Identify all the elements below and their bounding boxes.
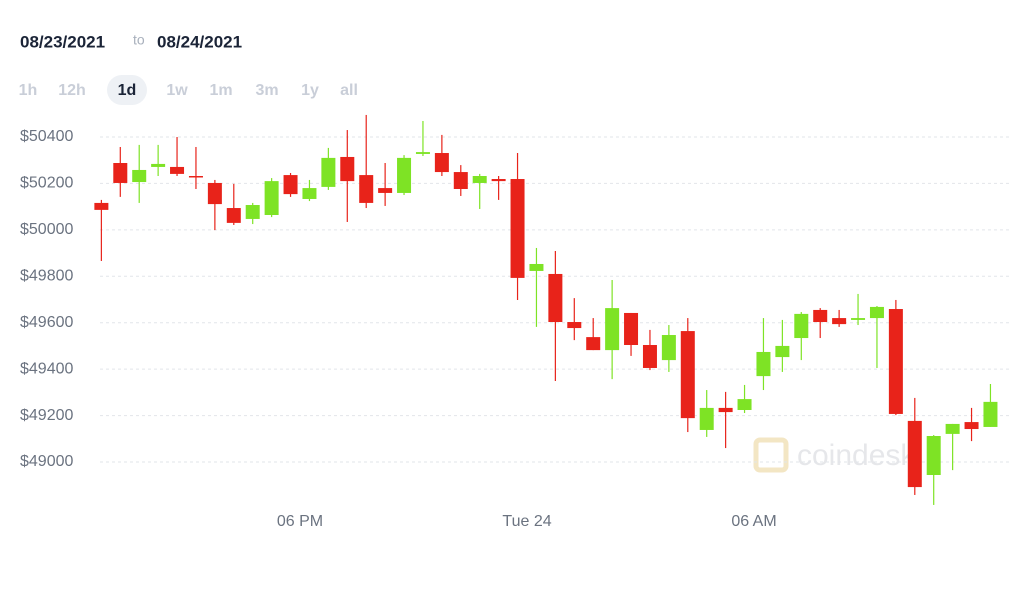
date-from: 08/23/2021: [20, 32, 105, 51]
range-button[interactable]: 1d: [118, 82, 137, 99]
candle-body: [775, 345, 790, 358]
candle-body: [926, 436, 941, 475]
range-button-bg: [107, 75, 147, 105]
candle-body: [321, 157, 336, 187]
y-tick-label: $50000: [20, 221, 73, 238]
candle-body: [113, 163, 128, 183]
range-button[interactable]: all: [340, 82, 358, 99]
candle-body: [415, 152, 430, 154]
candle-body: [378, 188, 393, 193]
candle-body: [245, 205, 260, 219]
y-tick-label: $49800: [20, 268, 73, 285]
candle-body: [983, 401, 998, 427]
candle-body: [661, 335, 676, 361]
candle-body: [453, 172, 468, 189]
range-button[interactable]: 1y: [301, 82, 319, 99]
candle-body: [907, 420, 922, 488]
candle-body: [264, 181, 279, 215]
candle-body: [151, 163, 166, 167]
candle-body: [529, 263, 544, 271]
candle-body: [132, 169, 147, 183]
candle-body: [756, 351, 771, 377]
candle-body: [586, 337, 601, 351]
candle-body: [888, 309, 903, 414]
range-button[interactable]: 12h: [58, 82, 86, 99]
y-tick-label: $49600: [20, 314, 73, 331]
range-button[interactable]: 1w: [166, 82, 188, 99]
watermark: coindesk: [797, 439, 916, 472]
candle-body: [851, 318, 866, 320]
candle-body: [567, 322, 582, 329]
range-button[interactable]: 1h: [19, 82, 38, 99]
candle-body: [718, 407, 733, 413]
candle-body: [945, 423, 960, 434]
candle-body: [226, 208, 241, 223]
x-tick-label: Tue 24: [502, 513, 551, 530]
candle-body: [680, 331, 695, 419]
y-tick-label: $50200: [20, 175, 73, 192]
candle-body: [207, 182, 222, 205]
candle-body: [434, 153, 449, 173]
candle-body: [170, 166, 185, 174]
candle-body: [283, 175, 298, 195]
candle-body: [964, 422, 979, 430]
candle-body: [794, 313, 809, 339]
candle-body: [813, 309, 828, 323]
candle-body: [832, 318, 847, 325]
candle-body: [548, 273, 563, 323]
candle-body: [869, 306, 884, 319]
date-separator: to: [133, 32, 145, 48]
candle-body: [188, 176, 203, 178]
range-button[interactable]: 1m: [209, 82, 232, 99]
candle-body: [491, 179, 506, 182]
candle-body: [94, 202, 109, 210]
candle-body: [699, 407, 714, 430]
candle-body: [605, 308, 620, 351]
date-to: 08/24/2021: [157, 32, 242, 51]
watermark-logo: coindesk: [753, 437, 916, 473]
range-button[interactable]: 3m: [255, 82, 278, 99]
candle-body: [359, 175, 374, 203]
candle-body: [472, 176, 487, 183]
candle-body: [510, 179, 525, 278]
y-tick-label: $50400: [20, 128, 73, 145]
candle-body: [397, 157, 412, 193]
candle-body: [642, 345, 657, 368]
candle-body: [302, 188, 317, 199]
x-tick-label: 06 AM: [731, 513, 776, 530]
candle-body: [624, 312, 639, 345]
y-tick-label: $49200: [20, 407, 73, 424]
y-tick-label: $49000: [20, 453, 73, 470]
candle-body: [737, 399, 752, 410]
x-tick-label: 06 PM: [277, 513, 323, 530]
candle-body: [340, 156, 355, 182]
y-tick-label: $49400: [20, 360, 73, 377]
